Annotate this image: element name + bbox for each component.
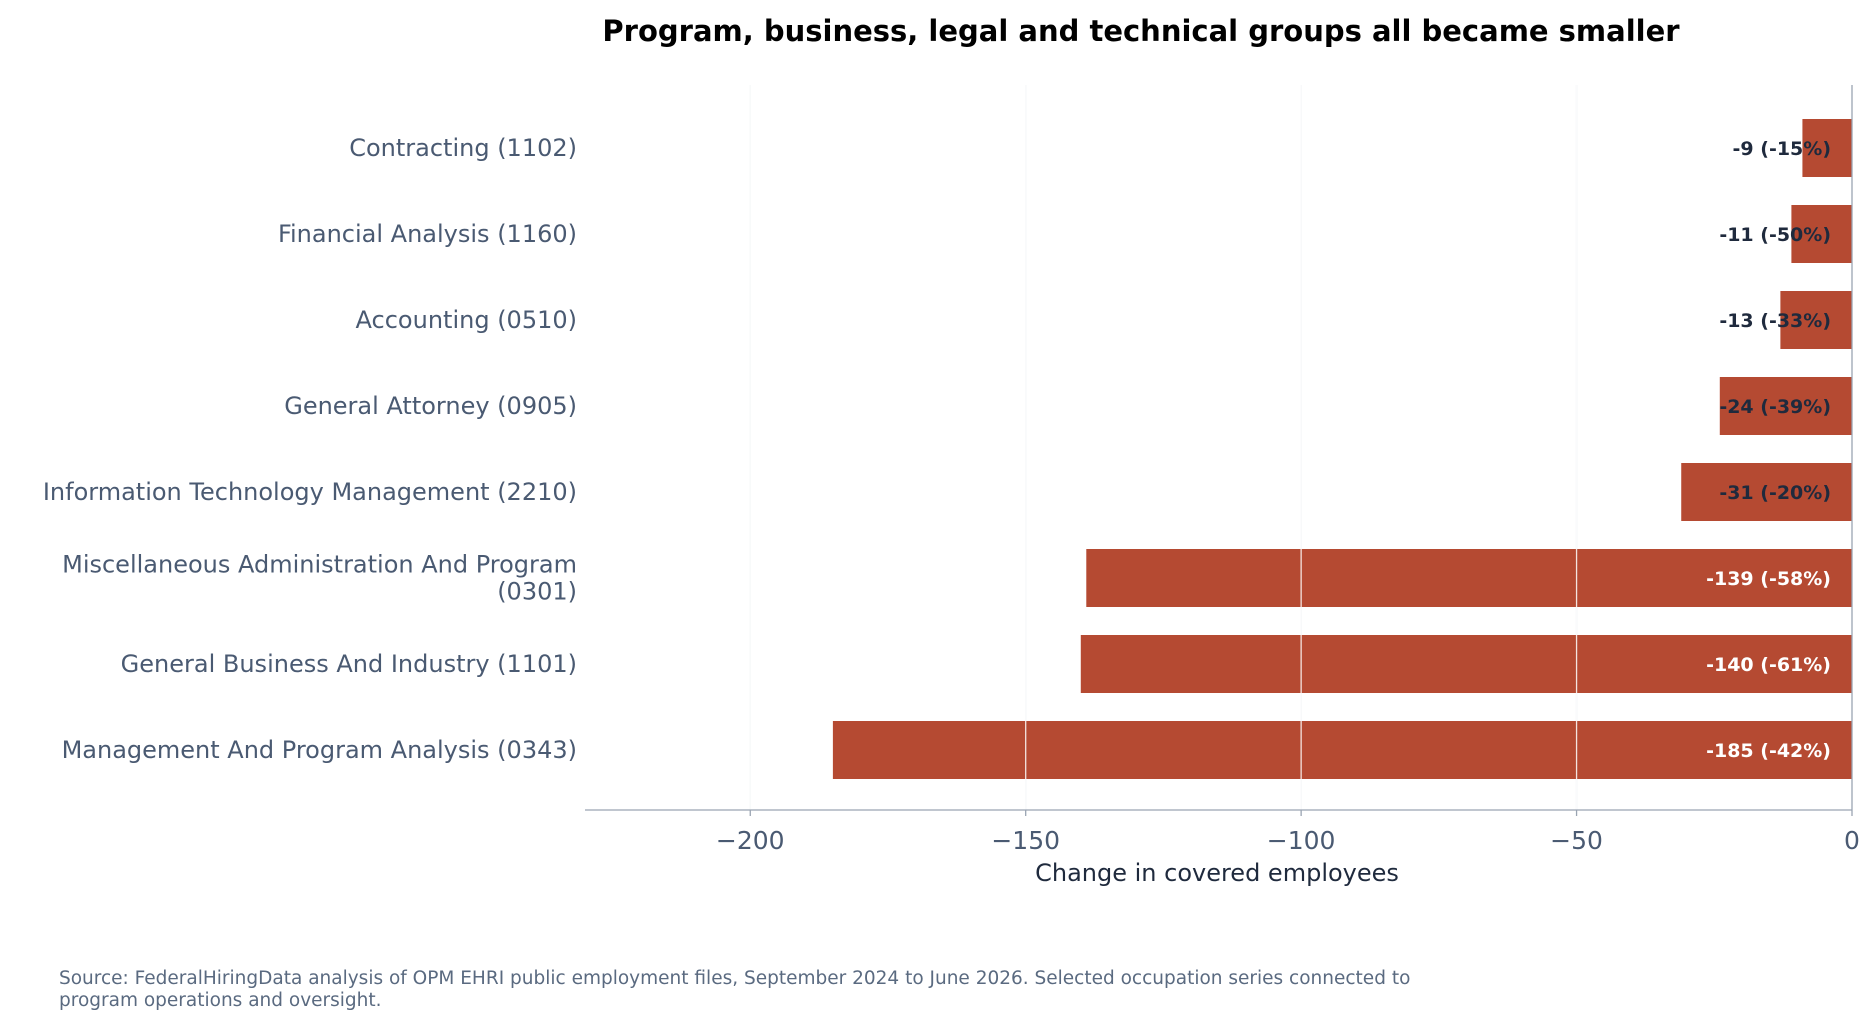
source-note: Source: FederalHiringData analysis of OP… (59, 968, 1411, 1011)
data-label: -13 (-33%) (1719, 310, 1831, 332)
x-tick-labels: −200 −150 −100 −50 0 (716, 826, 1860, 855)
category-label: Management And Program Analysis (0343) (62, 736, 577, 764)
x-tick-label: −50 (1550, 826, 1603, 855)
data-label: -11 (-50%) (1719, 224, 1831, 246)
x-axis-title: Change in covered employees (1035, 859, 1399, 887)
bar (1802, 119, 1852, 177)
x-tick-label: −100 (1267, 826, 1336, 855)
data-label: -9 (-15%) (1733, 138, 1831, 160)
category-labels: Contracting (1102) Financial Analysis (11… (43, 134, 577, 764)
data-label: -31 (-20%) (1719, 482, 1831, 504)
category-label: General Attorney (0905) (284, 392, 577, 420)
x-tick-label: −150 (991, 826, 1060, 855)
x-tick-label: 0 (1844, 826, 1860, 855)
category-label: Miscellaneous Administration And Program… (62, 551, 577, 606)
grid-lines (749, 85, 1578, 810)
bar (1791, 205, 1852, 263)
data-label: -140 (-61%) (1706, 654, 1831, 676)
bar (1719, 377, 1852, 435)
bar (1681, 463, 1852, 521)
grid-lines-over-bars (749, 85, 1578, 810)
category-label: Information Technology Management (2210) (43, 478, 577, 506)
axes (585, 85, 1853, 816)
bar (1086, 549, 1852, 607)
data-labels: -9 (-15%) -11 (-50%) -13 (-33%) -24 (-39%) -… (1706, 138, 1831, 762)
category-label: Accounting (0510) (356, 306, 577, 334)
x-tick-label: −200 (716, 826, 785, 855)
data-label: -139 (-58%) (1706, 568, 1831, 590)
category-label: Financial Analysis (1160) (278, 220, 577, 248)
bar (832, 721, 1852, 779)
data-label: -185 (-42%) (1706, 740, 1831, 762)
data-label: -24 (-39%) (1719, 396, 1831, 418)
bar (1080, 635, 1852, 693)
category-label: General Business And Industry (1101) (121, 650, 577, 678)
chart-title: Program, business, legal and technical g… (602, 14, 1680, 48)
category-label: Contracting (1102) (349, 134, 577, 162)
bar (1780, 291, 1852, 349)
bars (832, 119, 1852, 779)
